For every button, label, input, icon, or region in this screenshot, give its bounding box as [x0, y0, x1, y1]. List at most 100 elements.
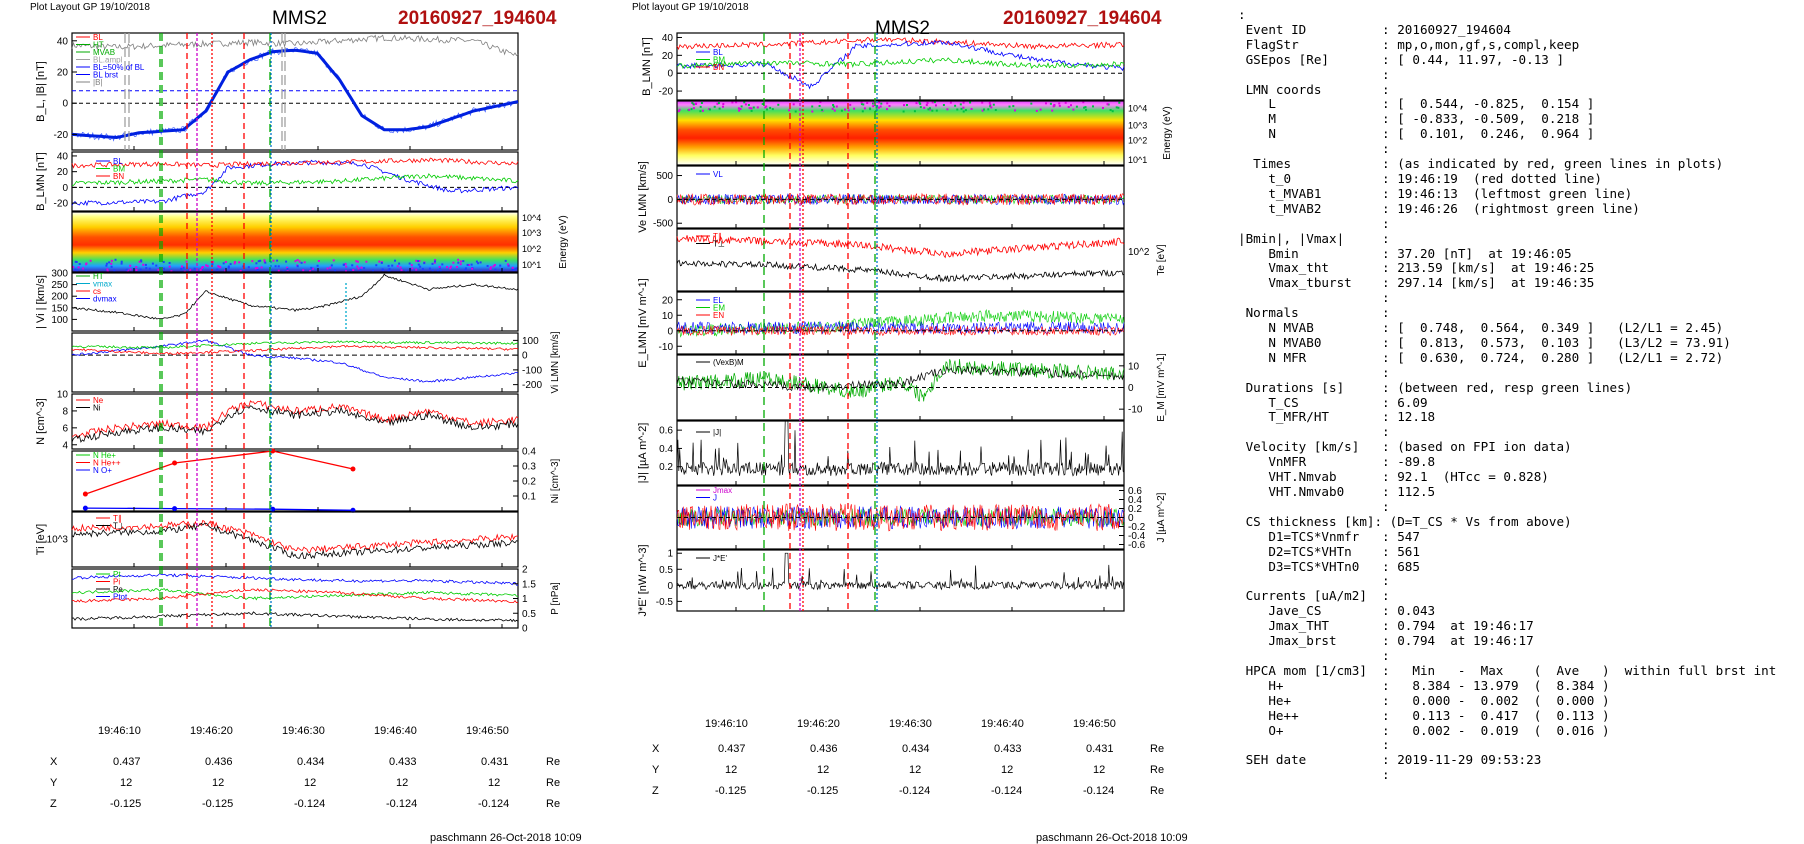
- coord-y-value: 12: [725, 764, 738, 776]
- spectrogram-noise: [300, 261, 303, 264]
- y-tick-label: 40: [662, 33, 674, 44]
- spectrogram-noise: [512, 269, 515, 271]
- spectrogram-noise: [1058, 104, 1061, 107]
- panel-frame: [676, 549, 1125, 612]
- left-time-tick: 19:46:10: [98, 725, 141, 737]
- y-tick-label: 4: [62, 440, 68, 451]
- spectrogram-noise: [879, 105, 882, 108]
- spectrogram-noise: [970, 108, 973, 110]
- legend-label: J*E': [713, 554, 727, 563]
- energy-spectrogram: [677, 101, 1124, 165]
- spectrogram-noise: [168, 262, 171, 264]
- coord-z-value: -0.124: [478, 798, 510, 810]
- vi-lmn-line: [71, 339, 519, 383]
- spectrogram-noise: [761, 103, 764, 105]
- y-axis-label: J [µA m^-2]: [1156, 492, 1167, 542]
- spectrogram-noise: [840, 109, 843, 112]
- spectrogram-noise: [821, 109, 823, 111]
- coord-z-value: -0.125: [110, 798, 142, 810]
- right-event-title: 20160927_194604: [1003, 8, 1162, 29]
- coord-x-value: 0.437: [718, 743, 746, 755]
- panel-frame: [676, 32, 1125, 101]
- right-time-tick: 19:46:50: [1073, 718, 1116, 730]
- y-tick-label: 0.2: [522, 477, 536, 488]
- spectrogram-noise: [85, 263, 88, 266]
- spectrogram-noise: [486, 265, 489, 267]
- y-tick-label: 0: [667, 326, 673, 337]
- spectrogram-noise: [459, 260, 462, 263]
- spectrogram-noise: [431, 269, 434, 272]
- y-tick-label: 0.3: [522, 462, 536, 473]
- spectrogram-noise: [105, 262, 108, 265]
- spectrogram-noise: [380, 262, 383, 264]
- energy-tick-label: 10^4: [522, 213, 541, 223]
- electron-temperature-line: [676, 234, 1125, 259]
- spectrogram-noise: [199, 269, 202, 271]
- spectrogram-noise: [878, 101, 881, 104]
- y-tick-label: 0.2: [659, 462, 673, 473]
- ion-density-line: [85, 507, 354, 511]
- coord-label-y: Y: [50, 777, 58, 789]
- y-axis-label: P [nPa]: [550, 582, 561, 615]
- spectrogram-noise: [766, 108, 768, 111]
- y-axis-label: J*E' [nW m^-3]: [637, 544, 649, 616]
- spectrogram-noise: [994, 109, 997, 111]
- spectrogram-noise: [365, 260, 368, 263]
- spectrogram-noise: [713, 105, 716, 108]
- spectrogram-noise: [988, 101, 991, 104]
- coord-z-value: -0.124: [991, 785, 1023, 797]
- spectrogram-noise: [257, 260, 260, 263]
- spectrogram-noise: [1014, 109, 1016, 112]
- spectrogram-noise: [1083, 106, 1086, 109]
- spectrogram-noise: [695, 102, 698, 105]
- spectrogram-noise: [452, 261, 455, 264]
- spectrogram-noise: [201, 266, 203, 269]
- spectrogram-noise: [396, 265, 399, 268]
- y-tick-label: -200: [522, 380, 542, 391]
- panel-frame: [71, 332, 519, 393]
- energy-tick-label: 10^2: [1128, 136, 1147, 146]
- spectrogram-noise: [866, 102, 869, 104]
- spectrogram-noise: [417, 260, 420, 263]
- spectrogram-noise: [145, 267, 148, 270]
- spectrogram-noise: [880, 102, 883, 105]
- left-time-tick: 19:46:20: [190, 725, 233, 737]
- em-line: [676, 365, 1125, 393]
- spectrogram-noise: [688, 108, 691, 111]
- spectrogram-noise: [1051, 109, 1054, 112]
- spectrogram-noise: [492, 265, 495, 268]
- panel-frame: [676, 228, 1125, 292]
- spectrogram-noise: [256, 269, 259, 271]
- y-tick-label: -10: [1128, 405, 1143, 416]
- spectrogram-noise: [1107, 103, 1110, 106]
- spectrogram-noise: [326, 267, 329, 270]
- spectrogram-noise: [1092, 105, 1094, 108]
- spectrogram-noise: [832, 104, 835, 106]
- spectrogram-noise: [224, 269, 227, 272]
- left-plot-layout-label: Plot Layout GP 19/10/2018: [30, 2, 150, 13]
- y-tick-label: 0: [1128, 383, 1134, 394]
- spectrogram-noise: [139, 268, 142, 271]
- ion-temperature-line: [71, 519, 519, 554]
- spectrogram-noise: [129, 268, 132, 271]
- y-tick-label: 0.4: [522, 447, 536, 458]
- y-axis-label: B_LMN [nT]: [641, 37, 653, 96]
- density-line: [71, 405, 519, 443]
- spectrogram-noise: [255, 262, 258, 265]
- y-axis-label: Energy (eV): [558, 215, 569, 268]
- spectrogram-noise: [182, 266, 185, 269]
- ion-temperature-line: [71, 522, 519, 560]
- spectrogram-noise: [464, 268, 467, 271]
- spectrogram-noise: [493, 264, 496, 266]
- b-magnitude-line: [71, 34, 519, 57]
- legend-label: BL.ampl: [93, 56, 123, 65]
- spectrogram-noise: [1058, 102, 1061, 105]
- spectrogram-noise: [792, 103, 795, 106]
- spectrogram-noise: [499, 264, 502, 267]
- ion-density-point: [350, 466, 356, 472]
- spectrogram-noise: [906, 104, 908, 106]
- spectrogram-noise: [504, 259, 507, 262]
- y-tick-label: 200: [51, 292, 68, 303]
- y-tick-label: 0: [667, 581, 673, 592]
